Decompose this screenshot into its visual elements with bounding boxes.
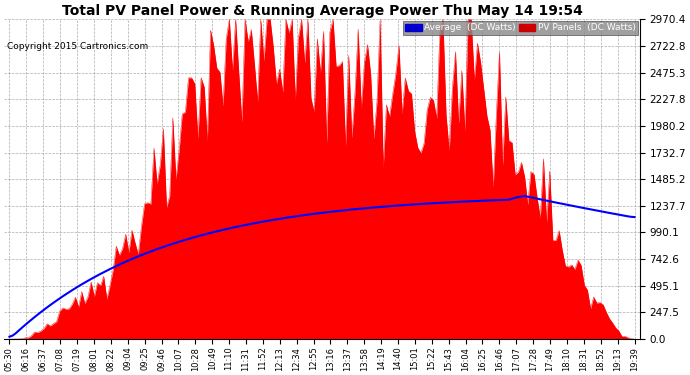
Text: Copyright 2015 Cartronics.com: Copyright 2015 Cartronics.com — [7, 42, 148, 51]
Legend: Average  (DC Watts), PV Panels  (DC Watts): Average (DC Watts), PV Panels (DC Watts) — [403, 21, 638, 34]
Title: Total PV Panel Power & Running Average Power Thu May 14 19:54: Total PV Panel Power & Running Average P… — [61, 4, 582, 18]
